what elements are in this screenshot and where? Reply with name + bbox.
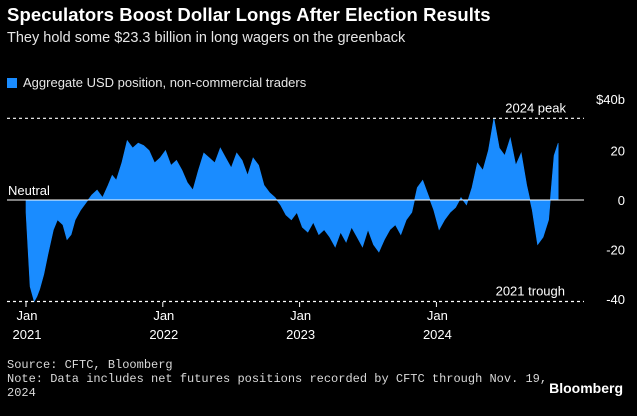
x-tick-year-1: 2022 xyxy=(149,327,178,342)
chart-subtitle: They hold some $23.3 billion in long wag… xyxy=(7,30,406,46)
legend-swatch xyxy=(7,77,17,88)
y-tick-label-0: $40b xyxy=(596,92,625,107)
x-tick-month-1: Jan xyxy=(153,308,174,323)
reference-label-1: Neutral xyxy=(8,183,50,198)
x-tick-year-3: 2024 xyxy=(423,327,452,342)
reference-label-0: 2024 peak xyxy=(505,100,566,115)
x-tick-year-0: 2021 xyxy=(13,327,42,342)
chart-title: Speculators Boost Dollar Longs After Ele… xyxy=(7,4,491,25)
y-axis: $40b 20 0 -20 -40 xyxy=(596,92,625,307)
reference-lines: 2024 peak Neutral 2021 trough xyxy=(7,100,584,303)
footer: Source: CFTC, Bloomberg Note: Data inclu… xyxy=(7,358,547,400)
x-tick-year-2: 2023 xyxy=(286,327,315,342)
legend-label: Aggregate USD position, non-commercial t… xyxy=(23,75,307,90)
x-tick-month-3: Jan xyxy=(427,308,448,323)
x-tick-month-0: Jan xyxy=(17,308,38,323)
reference-label-2: 2021 trough xyxy=(496,283,565,298)
x-axis: Jan 2021 Jan 2022 Jan 2023 Jan 2024 xyxy=(13,302,452,342)
legend: Aggregate USD position, non-commercial t… xyxy=(7,75,306,90)
y-tick-label-4: -40 xyxy=(606,292,625,307)
x-tick-month-2: Jan xyxy=(290,308,311,323)
data-note-line1: Note: Data includes net futures position… xyxy=(7,372,548,386)
y-tick-label-3: -20 xyxy=(606,243,625,258)
source-note: Source: CFTC, Bloomberg xyxy=(7,358,173,372)
y-tick-label-1: 20 xyxy=(611,144,625,159)
bloomberg-logo: Bloomberg xyxy=(549,380,623,396)
data-note-line2: 2024 xyxy=(7,386,36,400)
series-area-0 xyxy=(25,118,559,303)
y-tick-label-2: 0 xyxy=(618,193,625,208)
area-layer xyxy=(25,118,559,303)
